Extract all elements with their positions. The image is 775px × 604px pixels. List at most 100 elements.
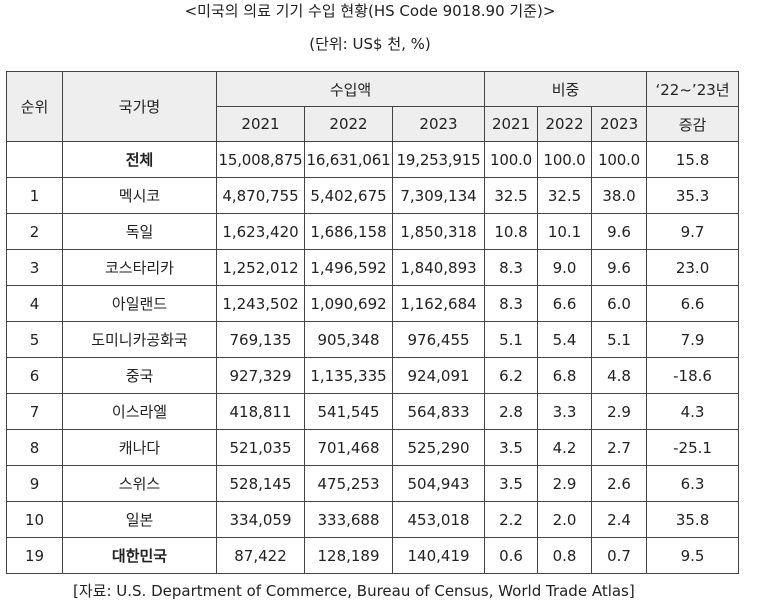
cell-share-2022: 5.4 [537,321,593,358]
cell-change: 9.7 [646,213,740,250]
header-change-bottom: 증감 [646,106,740,142]
cell-share-2021: 3.5 [484,429,539,466]
cell-import-2022: 541,545 [304,393,393,430]
cell-country: 독일 [62,213,217,250]
cell-share-2022: 32.5 [537,177,593,214]
source-note: [자료: U.S. Department of Commerce, Bureau… [73,582,635,600]
header-share: 비중 [484,71,648,107]
cell-change: 4.3 [646,393,740,430]
cell-rank: 2 [6,213,63,250]
cell-change: 35.3 [646,177,740,214]
cell-import-2021: 15,008,875 [216,141,305,178]
cell-share-2022: 3.3 [537,393,593,430]
cell-share-2022: 2.0 [537,501,593,538]
cell-share-2022: 10.1 [537,213,593,250]
table-row: 4 아일랜드 1,243,502 1,090,692 1,162,684 8.3… [6,285,740,322]
cell-share-2022: 9.0 [537,249,593,286]
cell-share-2021: 5.1 [484,321,539,358]
table-row: 8 캐나다 521,035 701,468 525,290 3.5 4.2 2.… [6,429,740,466]
cell-share-2022: 0.8 [537,537,593,574]
cell-share-2022: 4.2 [537,429,593,466]
cell-share-2023: 9.6 [591,249,648,286]
cell-share-2021: 32.5 [484,177,539,214]
header-import-amount: 수입액 [215,71,486,107]
header-share-year: 2022 [537,106,593,142]
header-share-year: 2023 [591,106,648,142]
import-table: 순위 국가명 수입액 비중 ‘22~’23년 2021 2022 2023 20… [6,71,740,574]
cell-share-2021: 2.8 [484,393,539,430]
cell-change: 6.3 [646,465,740,502]
cell-rank: 8 [6,429,63,466]
cell-share-2023: 4.8 [591,357,648,394]
cell-change: 9.5 [646,537,740,574]
cell-share-2023: 6.0 [591,285,648,322]
cell-import-2023: 453,018 [391,501,486,538]
cell-country: 전체 [62,141,217,178]
cell-change: 35.8 [646,501,740,538]
cell-share-2023: 2.9 [591,393,648,430]
table-row: 7 이스라엘 418,811 541,545 564,833 2.8 3.3 2… [6,393,740,430]
table-row: 19 대한민국 87,422 128,189 140,419 0.6 0.8 0… [6,537,740,574]
cell-rank: 5 [6,321,63,358]
header-import-year: 2022 [304,106,393,142]
cell-share-2021: 10.8 [484,213,539,250]
cell-rank: 1 [6,177,63,214]
cell-import-2021: 927,329 [216,357,305,394]
cell-country: 아일랜드 [62,285,217,322]
cell-change: 15.8 [646,141,740,178]
cell-rank: 9 [6,465,63,502]
cell-import-2023: 7,309,134 [391,177,486,214]
cell-import-2023: 504,943 [391,465,486,502]
cell-import-2021: 1,623,420 [216,213,305,250]
cell-change: -25.1 [646,429,740,466]
cell-import-2022: 701,468 [304,429,393,466]
cell-country: 스위스 [62,465,217,502]
cell-share-2022: 100.0 [537,141,593,178]
cell-import-2021: 521,035 [216,429,305,466]
header-import-year: 2023 [391,106,486,142]
cell-import-2022: 905,348 [304,321,393,358]
cell-share-2023: 100.0 [591,141,648,178]
cell-import-2022: 333,688 [304,501,393,538]
cell-import-2021: 334,059 [216,501,305,538]
cell-change: 7.9 [646,321,740,358]
cell-import-2023: 525,290 [391,429,486,466]
cell-import-2021: 418,811 [216,393,305,430]
cell-rank: 19 [6,537,63,574]
cell-share-2021: 0.6 [484,537,539,574]
cell-rank: 3 [6,249,63,286]
cell-import-2021: 1,252,012 [216,249,305,286]
cell-import-2022: 1,686,158 [304,213,393,250]
cell-share-2021: 8.3 [484,285,539,322]
cell-rank: 10 [6,501,63,538]
header-change-top: ‘22~’23년 [646,71,740,107]
cell-change: -18.6 [646,357,740,394]
cell-import-2023: 564,833 [391,393,486,430]
cell-import-2023: 1,840,893 [391,249,486,286]
cell-country: 멕시코 [62,177,217,214]
cell-share-2021: 100.0 [484,141,539,178]
cell-rank: 7 [6,393,63,430]
cell-share-2021: 8.3 [484,249,539,286]
cell-rank: 6 [6,357,63,394]
cell-change: 23.0 [646,249,740,286]
cell-country: 중국 [62,357,217,394]
cell-country: 이스라엘 [62,393,217,430]
table-row: 10 일본 334,059 333,688 453,018 2.2 2.0 2.… [6,501,740,538]
cell-import-2021: 1,243,502 [216,285,305,322]
cell-change: 6.6 [646,285,740,322]
cell-import-2023: 976,455 [391,321,486,358]
cell-import-2023: 924,091 [391,357,486,394]
cell-share-2023: 2.4 [591,501,648,538]
table-title: <미국의 의료 기기 수입 현황(HS Code 9018.90 기준)> [184,2,556,20]
cell-import-2022: 1,496,592 [304,249,393,286]
cell-country: 대한민국 [62,537,217,574]
cell-share-2023: 2.6 [591,465,648,502]
cell-share-2021: 3.5 [484,465,539,502]
cell-import-2023: 140,419 [391,537,486,574]
cell-import-2022: 1,090,692 [304,285,393,322]
cell-import-2022: 1,135,335 [304,357,393,394]
cell-country: 일본 [62,501,217,538]
unit-note: (단위: US$ 천, %) [309,35,431,53]
header-share-year: 2021 [484,106,539,142]
